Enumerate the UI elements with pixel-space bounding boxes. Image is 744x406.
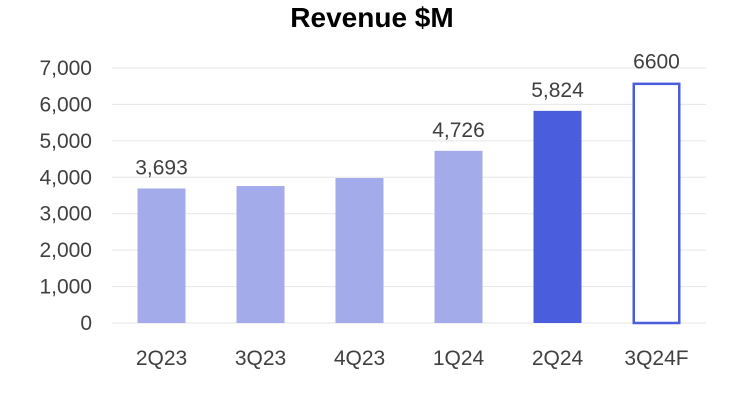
y-tick-label: 5,000	[39, 130, 92, 153]
gridlines	[112, 67, 706, 324]
bars	[137, 82, 681, 325]
y-tick-label: 1,000	[39, 276, 92, 299]
category-label: 2Q24	[532, 347, 584, 370]
bar-1q24	[434, 150, 483, 323]
y-tick-label: 4,000	[39, 166, 92, 189]
bar-3q23	[236, 186, 285, 323]
data-label-1q24: 4,726	[432, 119, 485, 142]
category-label: 3Q24F	[624, 347, 688, 370]
y-tick-label: 7,000	[39, 57, 92, 80]
y-tick-label: 0	[80, 312, 92, 335]
category-label: 3Q23	[235, 347, 286, 370]
bar-3q24f	[632, 82, 681, 325]
data-label-2q23: 3,693	[135, 156, 188, 179]
bar-2q24	[533, 110, 582, 323]
y-axis-ticks: 0 1,000 2,000 3,000 4,000 5,000 6,000 7,000	[39, 57, 92, 335]
data-labels: 3,693 4,726 5,824 6600	[135, 51, 680, 180]
category-label: 2Q23	[136, 347, 187, 370]
y-tick-label: 2,000	[39, 239, 92, 262]
bar-4q23	[335, 178, 384, 323]
data-label-3q24f: 6600	[633, 51, 680, 74]
chart-title: Revenue $M	[290, 2, 453, 33]
data-label-2q24: 5,824	[531, 79, 584, 102]
y-tick-label: 6,000	[39, 93, 92, 116]
y-tick-label: 3,000	[39, 203, 92, 226]
category-label: 1Q24	[433, 347, 485, 370]
category-label: 4Q23	[334, 347, 385, 370]
x-axis-categories: 2Q23 3Q23 4Q23 1Q24 2Q24 3Q24F	[136, 347, 689, 370]
bar-2q23	[137, 188, 186, 323]
